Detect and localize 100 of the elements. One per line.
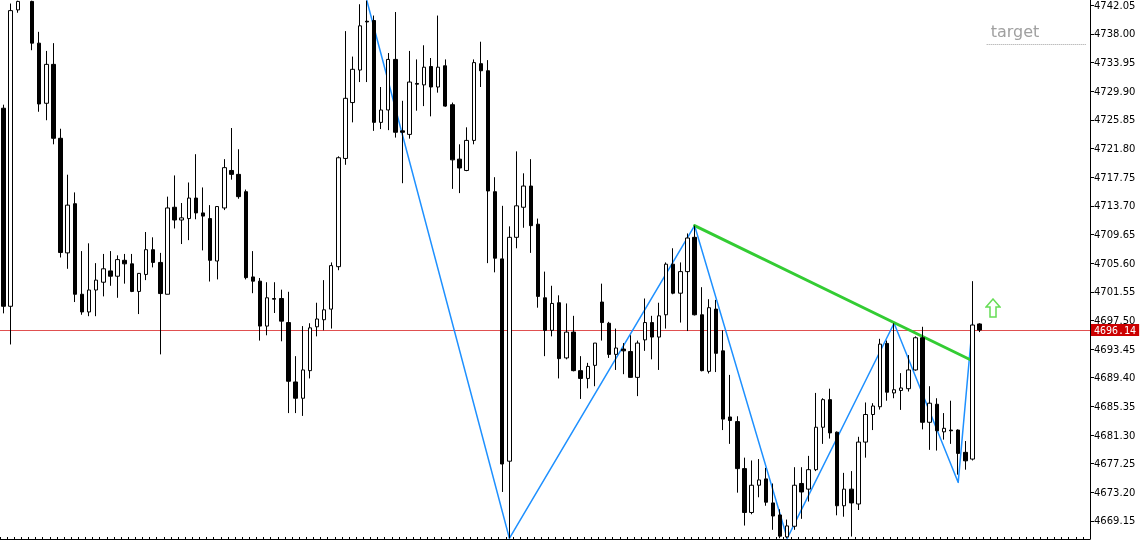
candlestick (635, 340, 640, 397)
candlestick (871, 402, 875, 431)
candlestick (799, 466, 804, 520)
candlestick (258, 277, 262, 342)
candlestick (329, 261, 333, 330)
candlestick (614, 328, 618, 371)
candlestick (878, 338, 882, 411)
candlestick (272, 281, 276, 314)
candlestick (73, 191, 77, 303)
candlestick (956, 428, 960, 476)
candlestick (892, 322, 896, 399)
y-tick-label: 4685.35 (1094, 400, 1136, 412)
candlestick (913, 335, 918, 372)
candlestick (429, 57, 433, 117)
y-tick-label: 4677.25 (1094, 458, 1136, 470)
candlestick (671, 247, 675, 295)
y-tick-label: 4705.60 (1094, 257, 1136, 269)
candlestick (407, 50, 412, 140)
candlestick (593, 342, 597, 387)
y-tick-label: 4701.55 (1094, 286, 1136, 298)
candlestick (165, 196, 170, 295)
y-tick-label: 4733.95 (1094, 57, 1136, 69)
candlestick (500, 205, 504, 493)
candlestick (386, 52, 390, 131)
candlestick (792, 466, 797, 531)
candlestick (108, 250, 113, 287)
candlestick (521, 172, 526, 229)
candlestick (37, 31, 41, 113)
candlestick (550, 285, 554, 337)
candlestick (436, 15, 440, 94)
y-tick-label: 4738.00 (1094, 28, 1136, 40)
candlestick (8, 3, 13, 345)
candlestick (749, 459, 754, 515)
candlestick (172, 174, 177, 229)
candlestick (158, 252, 163, 355)
y-tick-label: 4721.80 (1094, 143, 1136, 155)
candlestick (700, 286, 704, 372)
candlestick (187, 182, 191, 241)
candlestick (343, 30, 348, 166)
candlestick (771, 482, 775, 531)
ref-line-label: 4696.14 (1094, 324, 1137, 336)
candlestick (372, 15, 376, 132)
candlestick (963, 440, 968, 471)
candlestick (236, 148, 241, 200)
candlestick (721, 329, 725, 431)
candlestick (122, 253, 127, 285)
candlestick (514, 150, 519, 249)
candlestick (350, 56, 355, 123)
candlestick (358, 3, 362, 83)
y-tick-label: 4742.05 (1094, 0, 1136, 11)
candlestick (44, 50, 49, 121)
candlestick (422, 44, 426, 107)
candlestick (885, 340, 889, 402)
y-tick-label: 4717.75 (1094, 171, 1136, 183)
candlestick (821, 397, 825, 445)
candlestick (94, 262, 98, 317)
candlestick (244, 189, 248, 280)
candlestick (863, 401, 868, 459)
candlestick (806, 455, 811, 503)
candlestick (628, 334, 633, 379)
candlestick (828, 388, 832, 440)
candlestick (536, 218, 540, 309)
candlestick (692, 225, 697, 316)
candlestick (657, 302, 661, 371)
candlestick (529, 158, 533, 254)
y-tick-label: 4689.40 (1094, 372, 1136, 384)
candlestick (920, 326, 925, 430)
candlestick (728, 374, 732, 445)
y-tick-label: 4725.85 (1094, 114, 1136, 126)
candlestick (472, 58, 476, 145)
y-tick-label: 4713.70 (1094, 200, 1136, 212)
candlestick (856, 436, 861, 511)
candlestick (757, 458, 761, 498)
candlestick (229, 127, 234, 181)
candlestick (308, 322, 312, 379)
candlestick (301, 325, 305, 417)
candlestick (87, 242, 91, 317)
candlestick (450, 102, 455, 190)
candlestick (571, 315, 576, 372)
candlestick (464, 126, 469, 172)
candlestick (578, 355, 583, 400)
candlestick (16, 0, 20, 14)
candlestick (1, 104, 6, 314)
y-tick-label: 4673.20 (1094, 486, 1136, 498)
candlestick (493, 176, 497, 273)
candlestick (151, 236, 155, 268)
candlestick (415, 58, 419, 112)
candlestick (80, 250, 84, 316)
candlestick (201, 186, 205, 251)
candlestick (137, 272, 141, 315)
candlestick (222, 158, 227, 211)
candlestick (400, 100, 405, 184)
candlestick (543, 271, 547, 357)
candlestick (735, 415, 740, 494)
candlestick (600, 283, 604, 342)
y-tick-label: 4669.15 (1094, 515, 1136, 527)
candlestick (365, 0, 369, 83)
candlestick (742, 457, 747, 527)
candlestick (336, 155, 341, 271)
candlestick (586, 362, 590, 389)
